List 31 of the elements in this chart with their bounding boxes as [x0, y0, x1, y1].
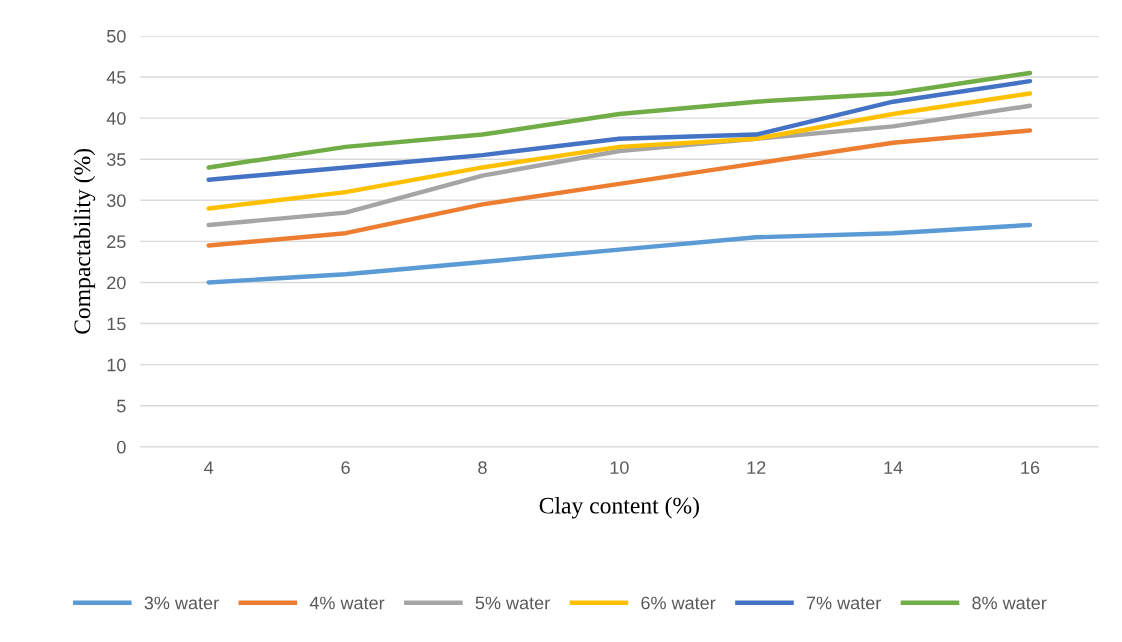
y-tick-label: 5: [117, 399, 126, 413]
y-tick-label: 15: [107, 317, 126, 331]
x-axis-title: Clay content (%): [539, 497, 699, 519]
y-tick-label: 45: [106, 71, 126, 84]
x-tick-label: 6: [341, 461, 350, 474]
y-tick-label: 30: [106, 194, 126, 208]
x-tick-label: 16: [1021, 461, 1040, 474]
y-tick-label: 35: [106, 153, 126, 166]
y-tick-label: 10: [107, 358, 126, 372]
line-series: [206, 91, 1033, 211]
x-tick-label: 8: [478, 461, 487, 474]
legend-label: 6% water: [641, 596, 716, 610]
legend-label: 5% water: [475, 596, 550, 610]
y-tick-label: 0: [117, 440, 126, 454]
x-tick-label: 12: [747, 461, 766, 474]
line-series: [206, 222, 1033, 285]
x-tick-label: 10: [610, 461, 629, 474]
legend-label: 4% water: [309, 596, 385, 610]
legend-label: 3% water: [144, 596, 219, 610]
y-tick-label: 40: [106, 112, 126, 125]
line-series: [206, 128, 1033, 248]
y-axis-title: Compactability (%): [73, 148, 96, 334]
x-tick-label: 4: [204, 461, 214, 474]
x-tick-label: 14: [884, 461, 903, 474]
line-series: [206, 70, 1033, 170]
y-tick-label: 20: [107, 276, 126, 290]
y-tick-label: 50: [107, 29, 126, 43]
y-tick-label: 25: [107, 235, 126, 249]
legend-label: 8% water: [972, 596, 1047, 610]
line-series: [206, 78, 1033, 182]
legend-label: 7% water: [806, 596, 881, 610]
